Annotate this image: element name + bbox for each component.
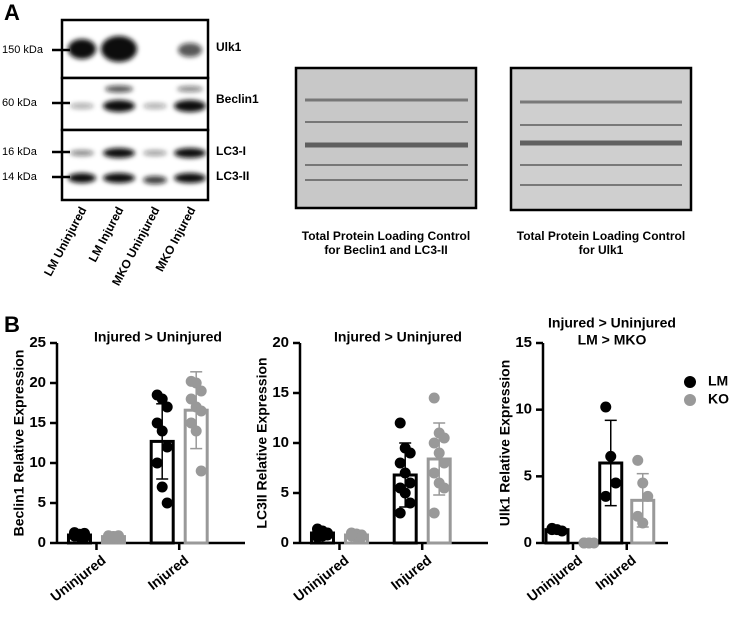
y-tick-label: 0 (281, 534, 289, 551)
loading-control-caption: for Beclin1 and LC3-II (324, 243, 447, 257)
data-point (637, 477, 649, 489)
x-tick-label: Injured (592, 552, 639, 593)
legend-label: KO (708, 391, 729, 407)
chart-title: Injured > Uninjured (548, 315, 676, 331)
y-tick-label: 10 (515, 401, 532, 418)
data-point (428, 467, 440, 479)
x-tick-label: Injured (388, 552, 435, 593)
data-point (637, 517, 649, 529)
y-tick-label: 25 (29, 334, 46, 351)
legend-marker (684, 394, 696, 406)
y-tick-label: 20 (272, 334, 289, 351)
data-point (161, 401, 173, 413)
data-point (190, 425, 202, 437)
protein-label: LC3-I (216, 144, 246, 158)
y-tick-label: 20 (29, 374, 46, 391)
data-point (428, 507, 440, 519)
data-point (399, 467, 411, 479)
data-point (404, 447, 416, 459)
y-tick-label: 5 (524, 467, 532, 484)
y-tick-label: 15 (29, 414, 46, 431)
y-axis-label: LC3II Relative Expression (254, 357, 270, 528)
data-point (195, 405, 207, 417)
data-point (156, 481, 168, 493)
y-tick-label: 5 (38, 494, 46, 511)
lane-label: LM Uninjured (41, 204, 89, 278)
data-point (195, 465, 207, 477)
panel-label: A (4, 0, 20, 25)
legend-marker (684, 376, 696, 388)
data-point (438, 482, 450, 494)
data-point (394, 507, 406, 519)
data-point (190, 377, 202, 389)
data-point (433, 447, 445, 459)
data-point (399, 487, 411, 499)
marker-label: 14 kDa (2, 171, 38, 183)
data-point (610, 477, 622, 489)
chart-subtitle: LM > MKO (578, 332, 647, 348)
data-point (428, 437, 440, 449)
y-tick-label: 5 (281, 484, 289, 501)
data-point (156, 425, 168, 437)
data-point (151, 417, 163, 429)
data-point (321, 528, 333, 540)
legend-label: LM (708, 373, 728, 389)
data-point (161, 441, 173, 453)
chart-title: Injured > Uninjured (334, 329, 462, 345)
data-point (185, 393, 197, 405)
data-point (642, 490, 654, 502)
data-point (438, 432, 450, 444)
data-point (185, 417, 197, 429)
chart-title: Injured > Uninjured (94, 329, 222, 345)
y-axis-label: Beclin1 Relative Expression (11, 350, 27, 537)
data-point (632, 454, 644, 466)
data-point (404, 497, 416, 509)
data-point (311, 531, 323, 543)
marker-label: 16 kDa (2, 146, 38, 158)
x-tick-label: Uninjured (524, 552, 585, 605)
y-tick-label: 10 (272, 434, 289, 451)
protein-label: Ulk1 (216, 40, 242, 54)
marker-label: 150 kDa (2, 44, 44, 56)
data-point (428, 392, 440, 404)
data-point (345, 529, 357, 541)
data-point (583, 537, 595, 549)
y-axis-label: Ulk1 Relative Expression (497, 360, 513, 527)
protein-label: LC3-II (216, 169, 249, 183)
data-point (600, 401, 612, 413)
marker-label: 60 kDa (2, 97, 38, 109)
data-point (394, 457, 406, 469)
protein-label: Beclin1 (216, 92, 259, 106)
y-tick-label: 15 (272, 384, 289, 401)
data-point (151, 457, 163, 469)
western-blot (52, 18, 210, 202)
x-tick-label: Injured (145, 552, 192, 593)
data-point (161, 497, 173, 509)
data-point (394, 417, 406, 429)
lane-label: LM Injured (86, 204, 127, 264)
x-tick-label: Uninjured (290, 552, 351, 605)
y-tick-label: 15 (515, 334, 532, 351)
data-point (605, 450, 617, 462)
data-point (600, 490, 612, 502)
data-point (112, 532, 124, 544)
data-point (404, 477, 416, 489)
loading-control-caption: Total Protein Loading Control (517, 229, 685, 243)
data-point (195, 385, 207, 397)
y-tick-label: 10 (29, 454, 46, 471)
data-point (78, 527, 90, 539)
data-point (556, 525, 568, 537)
data-point (546, 524, 558, 536)
data-point (156, 393, 168, 405)
data-point (355, 531, 367, 543)
panel-label: B (4, 312, 20, 337)
loading-control-image (294, 66, 693, 212)
x-tick-label: Uninjured (47, 552, 108, 605)
loading-control-caption: Total Protein Loading Control (302, 229, 470, 243)
loading-control-caption: for Ulk1 (579, 243, 624, 257)
y-tick-label: 0 (524, 534, 532, 551)
data-point (438, 457, 450, 469)
y-tick-label: 0 (38, 534, 46, 551)
